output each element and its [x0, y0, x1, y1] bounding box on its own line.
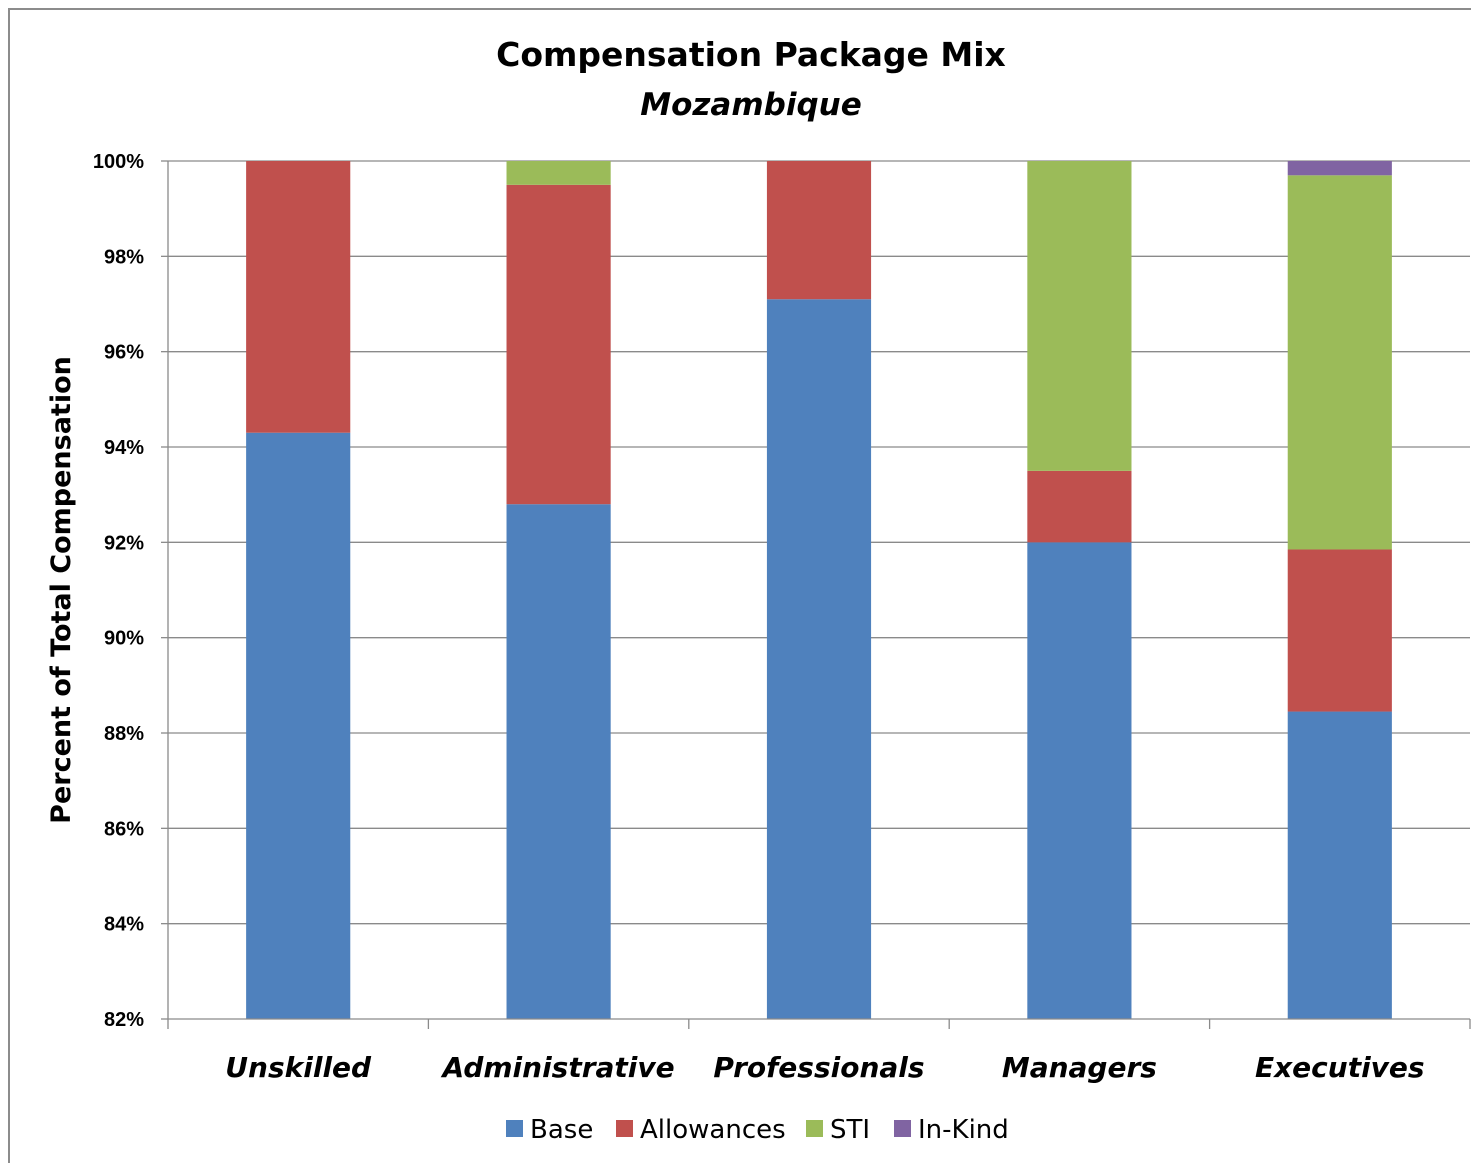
legend-label-base: Base [530, 1115, 593, 1145]
y-tick-label: 98% [104, 246, 144, 268]
legend-swatch-sti [806, 1120, 823, 1137]
bar-segment-base [766, 299, 872, 1019]
x-tick-label: Unskilled [225, 1051, 372, 1084]
bar-segment-sti [1287, 175, 1392, 550]
y-tick-label: 90% [104, 628, 144, 650]
bar-segment-allowances [506, 184, 611, 505]
legend-swatch-allowances [616, 1120, 633, 1137]
bar-segment-sti [506, 161, 611, 185]
y-axis-label: Percent of Total Compensation [46, 356, 77, 824]
chart-subtitle: Mozambique [640, 87, 862, 123]
x-tick-label: Professionals [713, 1051, 924, 1084]
y-tick-label: 84% [104, 914, 144, 936]
y-tick-label: 82% [104, 1009, 144, 1031]
y-tick-label: 94% [104, 437, 144, 459]
axis-layer: 82% 84% 86% 88% 90% 92% 94% 96% 98% 100% Unskilled… [93, 151, 1471, 1084]
y-tick-label: 96% [104, 342, 144, 364]
x-tick-label: Executives [1255, 1051, 1425, 1084]
legend-label-in-kind: In-Kind [918, 1115, 1009, 1145]
bar-segment-allowances [766, 161, 872, 300]
x-tick-label: Administrative [441, 1051, 675, 1084]
bar-segment-sti [1027, 161, 1132, 471]
bar-segment-base [1287, 711, 1392, 1019]
bar-segment-base [1027, 542, 1132, 1019]
bar-segment-in-kind [1287, 161, 1392, 176]
bar-segment-base [506, 504, 611, 1019]
legend-swatch-base [506, 1120, 523, 1137]
bars-layer [246, 161, 1392, 1019]
y-tick-label: 100% [93, 151, 144, 173]
legend-swatch-in-kind [894, 1120, 911, 1137]
bar-segment-allowances [246, 161, 351, 433]
chart-title: Compensation Package Mix [496, 35, 1006, 74]
legend: Base Allowances STI In-Kind [506, 1115, 1009, 1145]
legend-label-sti: STI [830, 1115, 870, 1145]
bar-segment-allowances [1287, 549, 1392, 712]
y-tick-label: 88% [104, 723, 144, 745]
legend-label-allowances: Allowances [640, 1115, 786, 1145]
bar-segment-base [246, 432, 351, 1019]
y-tick-label: 92% [104, 532, 144, 554]
y-tick-label: 86% [104, 818, 144, 840]
bar-segment-allowances [1027, 470, 1132, 543]
x-tick-label: Managers [1002, 1051, 1157, 1084]
